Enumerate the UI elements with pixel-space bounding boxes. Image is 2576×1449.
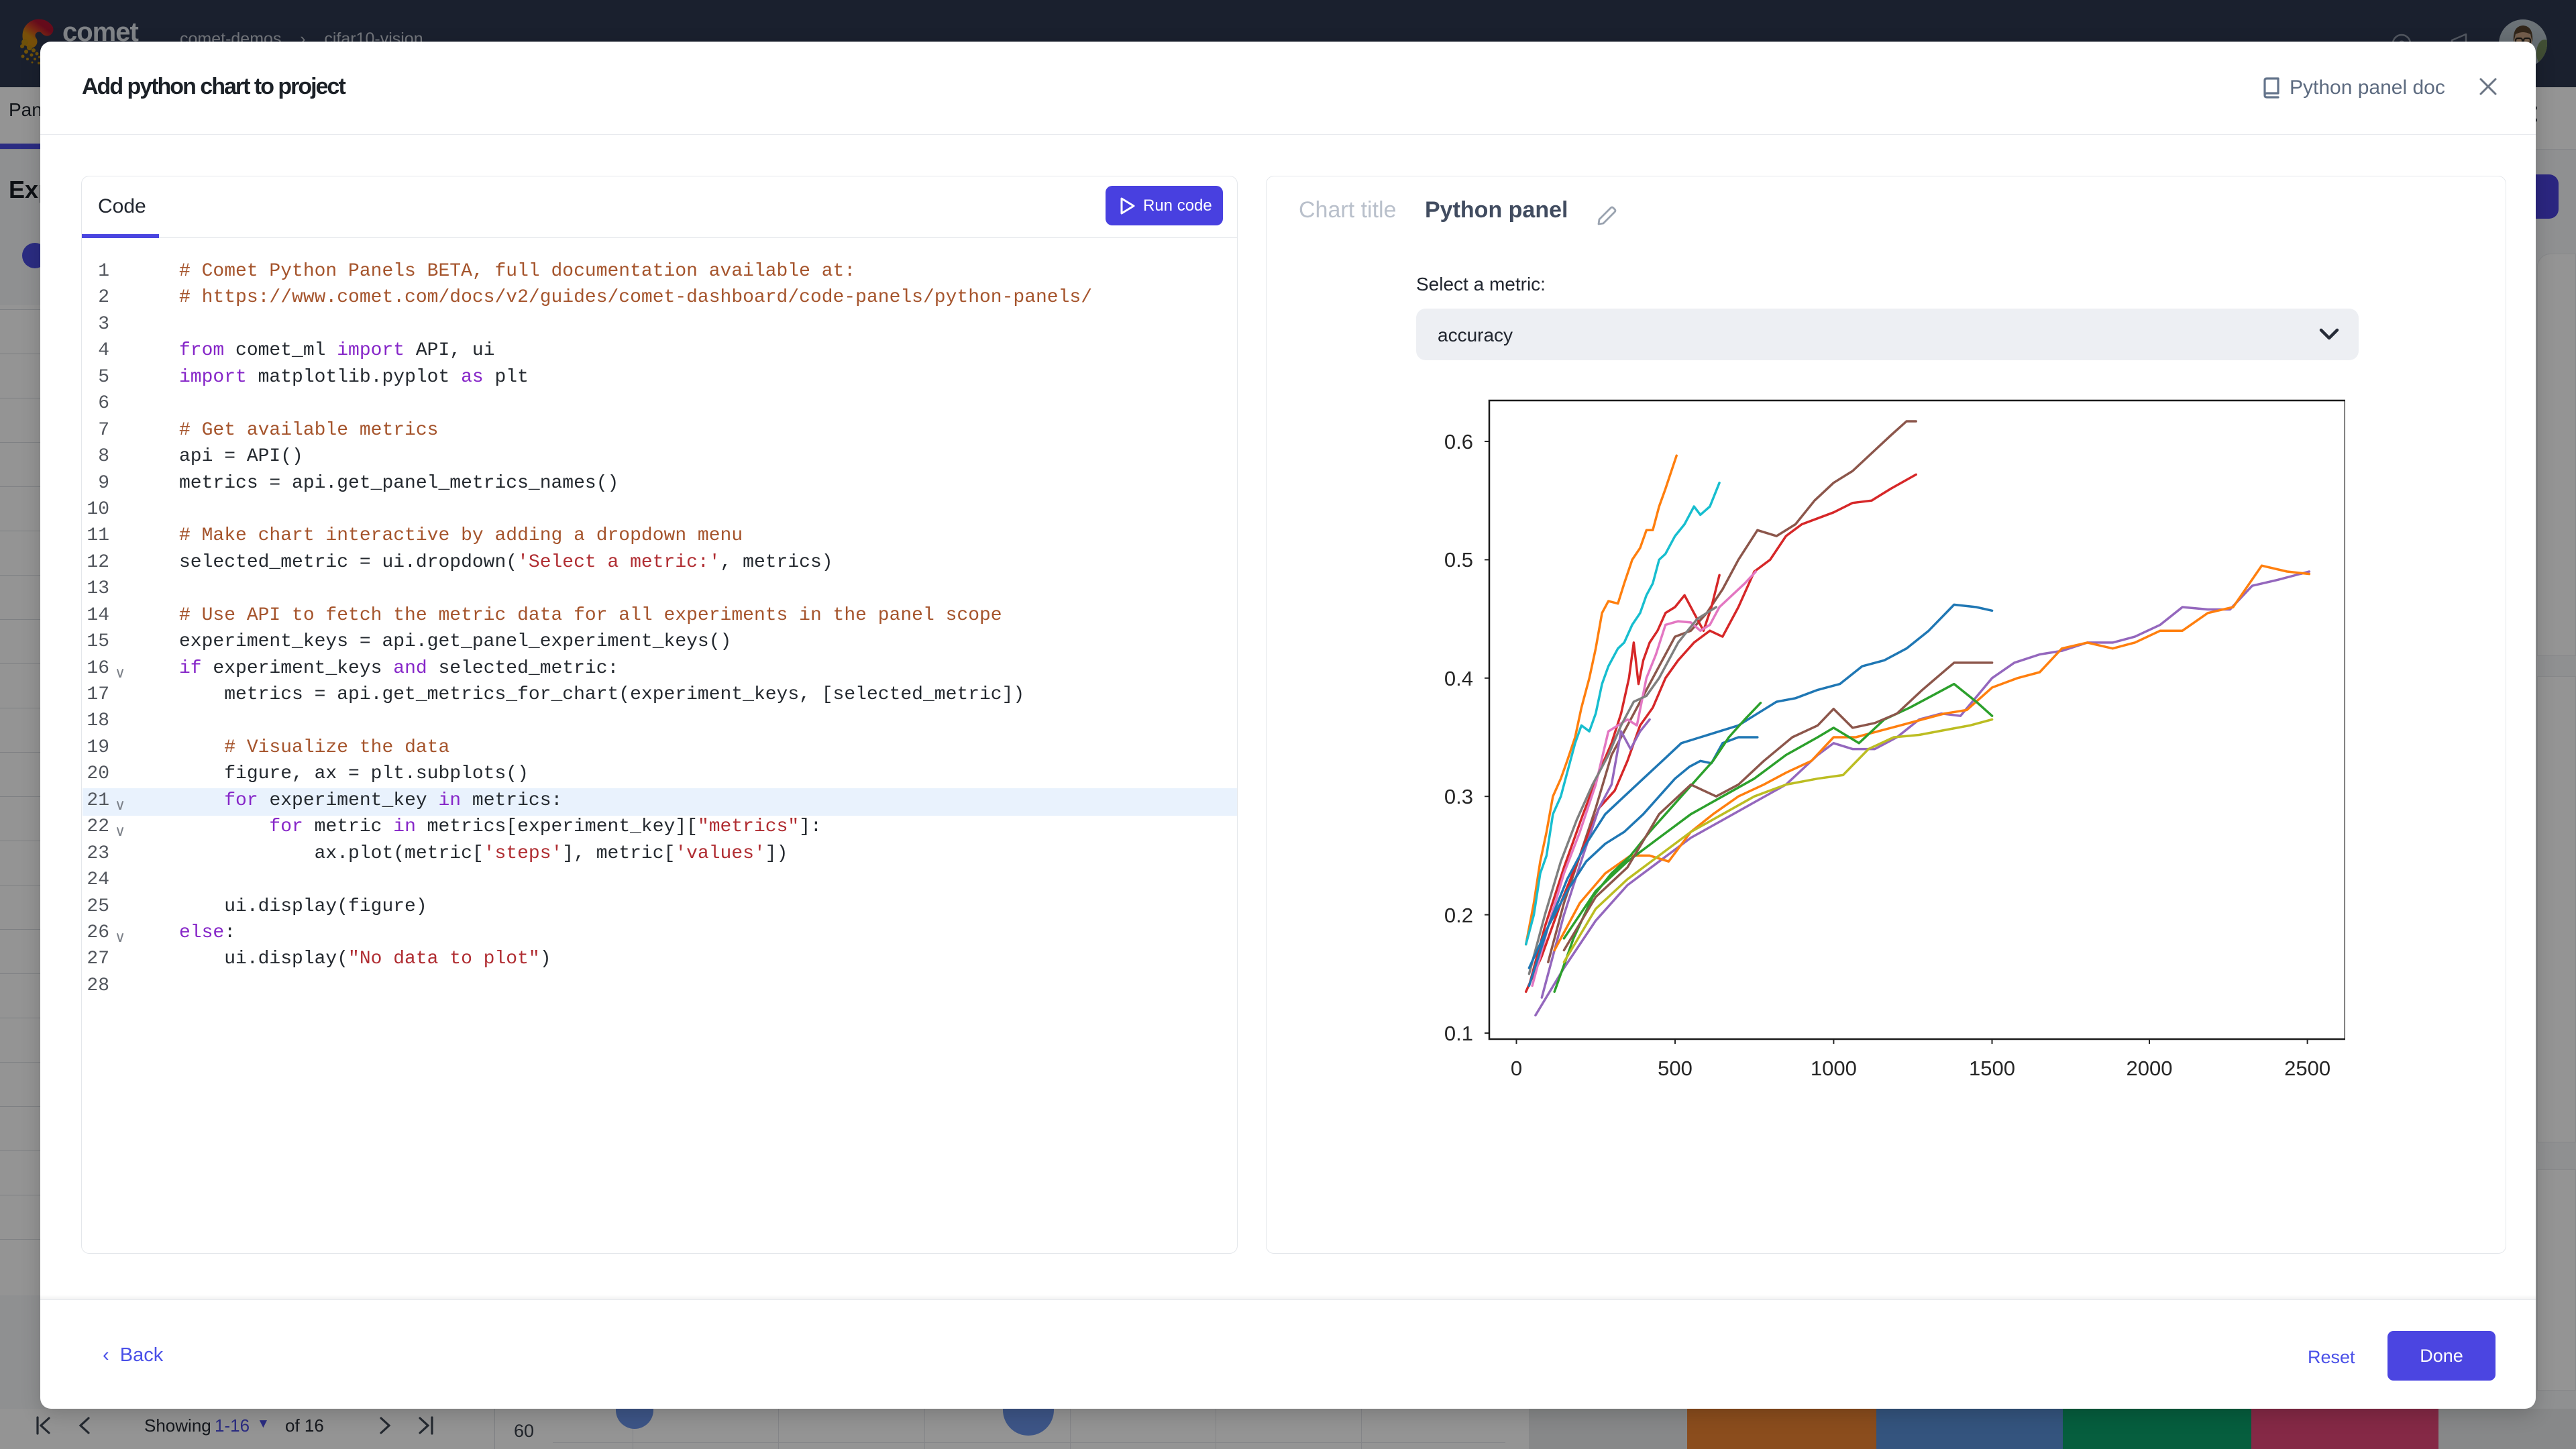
svg-text:0.3: 0.3 xyxy=(1444,785,1473,808)
svg-text:2500: 2500 xyxy=(2284,1057,2330,1080)
svg-text:0.1: 0.1 xyxy=(1444,1022,1473,1045)
svg-text:0.4: 0.4 xyxy=(1444,667,1473,690)
svg-text:500: 500 xyxy=(1658,1057,1693,1080)
svg-text:0.6: 0.6 xyxy=(1444,430,1473,453)
svg-text:1500: 1500 xyxy=(1969,1057,2015,1080)
svg-text:1000: 1000 xyxy=(1811,1057,1857,1080)
svg-text:0: 0 xyxy=(1511,1057,1522,1080)
svg-text:2000: 2000 xyxy=(2127,1057,2173,1080)
svg-text:0.2: 0.2 xyxy=(1444,904,1473,927)
svg-text:0.5: 0.5 xyxy=(1444,548,1473,572)
